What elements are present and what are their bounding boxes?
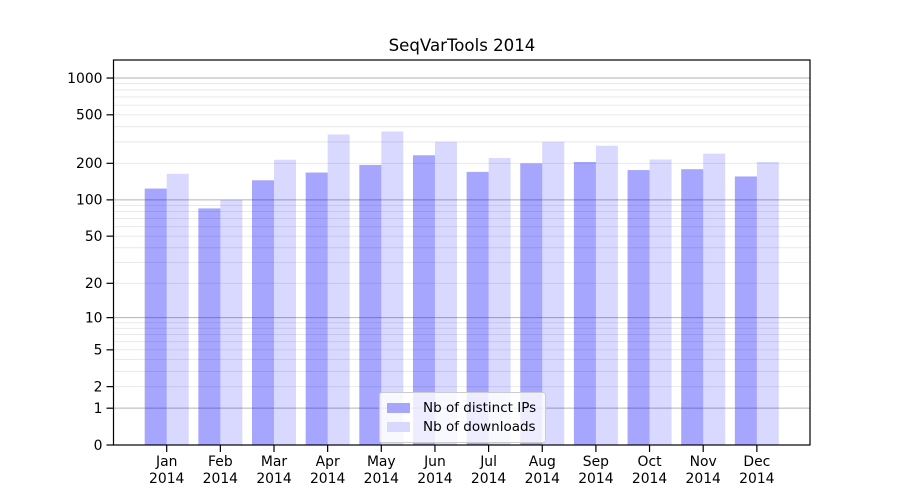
chart-title: SeqVarTools 2014 (388, 36, 536, 55)
y-tick-label: 50 (85, 229, 103, 245)
y-tick-label: 200 (76, 156, 103, 172)
bar-jul-distinct-ips (466, 171, 489, 445)
y-tick-label: 5 (94, 343, 103, 359)
x-tick-label-month: Jan (155, 454, 177, 470)
x-tick-label-year: 2014 (578, 471, 614, 487)
bar-mar-distinct-ips (252, 180, 274, 445)
bar-feb-downloads (220, 199, 243, 445)
x-tick-label-month: Mar (261, 454, 287, 470)
legend-item-downloads: Nb of downloads (387, 418, 536, 435)
bar-aug-distinct-ips (520, 163, 543, 445)
x-tick-label-month: Sep (583, 454, 609, 470)
x-tick-label-year: 2014 (525, 471, 561, 487)
y-tick-label: 100 (76, 193, 103, 209)
x-tick-label-year: 2014 (739, 471, 775, 487)
legend-swatch-distinct-ips (387, 402, 410, 413)
x-tick-label-month: Jun (423, 454, 446, 470)
bar-apr-downloads (327, 134, 350, 445)
y-tick-label: 500 (76, 108, 103, 124)
x-tick-label-month: Dec (743, 454, 770, 470)
bar-jun-distinct-ips (412, 155, 435, 445)
x-tick-label-month: Feb (208, 454, 233, 470)
bar-jan-downloads (166, 173, 189, 446)
x-tick-label-month: Apr (316, 454, 340, 470)
x-tick-label-month: Jul (479, 454, 497, 470)
x-tick-label-year: 2014 (203, 471, 239, 487)
bar-mar-downloads (274, 159, 296, 445)
bar-nov-distinct-ips (681, 169, 704, 445)
x-tick-label-month: May (367, 454, 396, 470)
bar-may-downloads (381, 131, 404, 445)
legend-label-downloads: Nb of downloads (423, 418, 536, 435)
bar-oct-downloads (649, 159, 672, 445)
gridlines (113, 77, 810, 409)
bar-sep-distinct-ips (573, 162, 596, 445)
y-tick-label: 2 (94, 379, 103, 395)
x-tick-label-month: Oct (638, 454, 663, 470)
bar-apr-distinct-ips (305, 172, 328, 445)
y-tick-label: 10 (85, 310, 103, 326)
x-tick-label-year: 2014 (256, 471, 292, 487)
y-tick-label: 1000 (67, 71, 102, 87)
x-tick-label-year: 2014 (149, 471, 185, 487)
y-axis: 0 1 2 5 10 20 50 100 200 500 1000 (67, 71, 114, 454)
legend-item-distinct-ips: Nb of distinct IPs (387, 399, 536, 416)
x-tick-label-year: 2014 (364, 471, 400, 487)
bar-aug-downloads (542, 141, 565, 445)
y-tick-label: 0 (94, 438, 103, 454)
bar-sep-downloads (595, 145, 618, 445)
x-tick-label-year: 2014 (471, 471, 507, 487)
x-tick-label-year: 2014 (417, 471, 453, 487)
y-tick-label: 1 (94, 401, 103, 417)
bar-dec-downloads (756, 162, 779, 445)
x-tick-label-year: 2014 (310, 471, 346, 487)
x-axis: Jan2014Feb2014Mar2014Apr2014May2014Jun20… (149, 445, 775, 487)
legend: Nb of distinct IPs Nb of downloads (379, 392, 547, 443)
legend-swatch-downloads (387, 421, 410, 432)
bar-dec-distinct-ips (734, 176, 757, 445)
bar-jun-downloads (434, 141, 457, 445)
x-tick-label-year: 2014 (632, 471, 668, 487)
bar-feb-distinct-ips (198, 208, 221, 445)
bar-oct-distinct-ips (627, 170, 650, 445)
bar-may-distinct-ips (359, 164, 382, 445)
bar-nov-downloads (703, 153, 726, 445)
legend-label-distinct-ips: Nb of distinct IPs (423, 399, 537, 416)
x-tick-label-month: Nov (690, 454, 717, 470)
plot-frame (112, 59, 811, 446)
y-tick-label: 20 (85, 276, 103, 292)
bar-jan-distinct-ips (144, 188, 167, 445)
bar-jul-downloads (488, 158, 511, 446)
bars (144, 131, 779, 446)
x-tick-label-year: 2014 (686, 471, 722, 487)
x-tick-label-month: Aug (529, 454, 556, 470)
